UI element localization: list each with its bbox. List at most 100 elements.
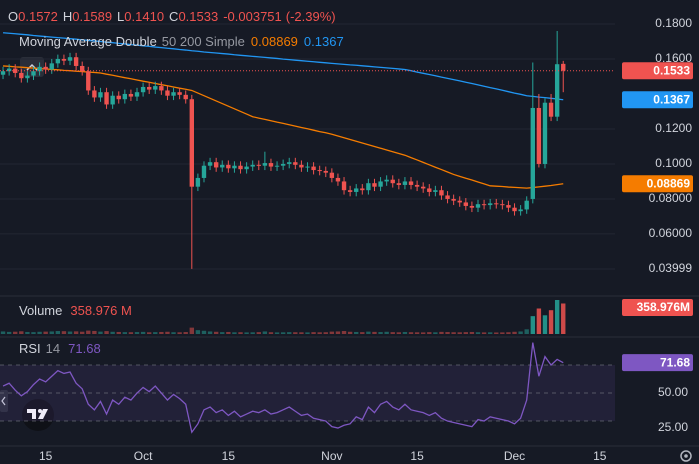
candle-body bbox=[86, 71, 91, 91]
volume-bar bbox=[6, 331, 12, 334]
rsi-legend: RSI 14 71.68 bbox=[19, 341, 101, 356]
collapse-button-bg[interactable] bbox=[20, 57, 44, 77]
side-tab[interactable] bbox=[0, 390, 8, 412]
volume-bar bbox=[414, 332, 420, 334]
ohlc-value: 0.1589 bbox=[72, 9, 112, 24]
candle-body bbox=[390, 179, 395, 184]
candle-body bbox=[116, 95, 121, 100]
candle-body bbox=[6, 68, 12, 72]
volume-bar bbox=[500, 332, 505, 334]
candle-body bbox=[171, 92, 176, 96]
y-tick-label: 0.06000 bbox=[649, 226, 693, 240]
volume-value-label-bg bbox=[622, 298, 693, 316]
x-tick-label: Nov bbox=[321, 449, 342, 463]
volume-bar bbox=[469, 331, 475, 334]
candle-body bbox=[475, 204, 481, 208]
candle-body bbox=[195, 177, 201, 187]
candle-body bbox=[55, 58, 61, 64]
candle-body bbox=[250, 164, 255, 167]
y-tick-label: 0.1200 bbox=[655, 121, 692, 135]
candle-body bbox=[548, 102, 554, 117]
volume-bar bbox=[287, 332, 292, 334]
candle-body bbox=[378, 181, 383, 187]
logo-shape[interactable] bbox=[27, 409, 36, 419]
candle-body bbox=[384, 179, 389, 182]
indicator-params: 50 200 Simple bbox=[162, 34, 245, 49]
volume-bar bbox=[104, 331, 109, 334]
volume-bar bbox=[311, 332, 316, 334]
candle-body bbox=[500, 204, 505, 206]
settings-icon-center[interactable] bbox=[684, 454, 688, 458]
ohlc-key: L bbox=[117, 9, 124, 24]
volume-bar bbox=[177, 332, 182, 334]
volume-bar bbox=[213, 331, 219, 334]
settings-icon[interactable] bbox=[680, 450, 692, 462]
volume-bar bbox=[305, 332, 310, 334]
candle-body bbox=[104, 92, 109, 105]
y-tick-label: 0.1800 bbox=[655, 16, 692, 30]
volume-bar bbox=[329, 331, 335, 334]
candle-body bbox=[159, 86, 164, 91]
volume-bar bbox=[153, 332, 158, 334]
logo-dot[interactable] bbox=[38, 409, 42, 413]
candle-body bbox=[177, 92, 182, 95]
candle-body bbox=[421, 186, 426, 189]
volume-bar bbox=[360, 332, 365, 334]
volume-bar bbox=[86, 330, 91, 334]
volume-bar bbox=[530, 316, 535, 334]
volume-bar bbox=[439, 331, 444, 334]
side-tab-bg[interactable] bbox=[0, 390, 8, 412]
volume-bar bbox=[146, 332, 152, 334]
settings-button[interactable] bbox=[680, 450, 692, 462]
volume-bar bbox=[554, 300, 560, 334]
volume-bar bbox=[55, 331, 61, 334]
volume-bar bbox=[542, 315, 548, 334]
volume-bar bbox=[262, 331, 268, 334]
rsi-tick-label: 50.00 bbox=[658, 385, 688, 399]
volume-bar bbox=[159, 331, 164, 334]
volume-bar bbox=[427, 332, 432, 334]
candle-body bbox=[518, 209, 523, 212]
volume-bar bbox=[341, 331, 347, 334]
volume-bar bbox=[451, 332, 456, 334]
logo[interactable] bbox=[22, 399, 54, 431]
volume-bar bbox=[494, 332, 499, 334]
indicator-value: 0.1367 bbox=[304, 34, 344, 49]
volume-title: Volume bbox=[19, 303, 62, 318]
volume-bar bbox=[226, 331, 231, 334]
ohlc-value: 0.1533 bbox=[178, 9, 218, 24]
candle-body bbox=[153, 86, 158, 90]
volume-value: 358.976 M bbox=[70, 303, 131, 318]
candle-body bbox=[67, 57, 73, 61]
volume-bar bbox=[183, 332, 188, 334]
candle-body bbox=[207, 162, 213, 166]
change-value: -0.003751 bbox=[223, 9, 282, 24]
volume-bar bbox=[140, 331, 146, 334]
moving-average-value-label: 0.08869 bbox=[647, 176, 691, 190]
candle-body bbox=[280, 163, 286, 166]
indicator-title: Moving Average Double bbox=[19, 34, 157, 49]
candle-body bbox=[354, 188, 359, 192]
candle-body bbox=[274, 165, 280, 167]
volume-bar bbox=[80, 331, 85, 334]
volume-bar bbox=[433, 332, 438, 334]
side-tab-icon[interactable] bbox=[1, 396, 6, 406]
candle-body bbox=[268, 163, 274, 167]
change-percent: (-2.39%) bbox=[286, 9, 336, 24]
candle-body bbox=[256, 164, 261, 166]
volume-bar bbox=[396, 332, 402, 334]
candle-body bbox=[366, 183, 371, 191]
volume-bar bbox=[268, 332, 274, 334]
candle-body bbox=[512, 207, 517, 212]
volume-value-label: 358.976M bbox=[637, 300, 690, 314]
candle-body bbox=[31, 71, 36, 76]
last-price-label-bg bbox=[622, 62, 693, 80]
candle-body bbox=[463, 202, 469, 206]
candle-body bbox=[92, 90, 97, 98]
candle-body bbox=[311, 166, 316, 171]
logo-bg[interactable] bbox=[22, 399, 54, 431]
volume-bar bbox=[165, 331, 170, 334]
logo-shape[interactable] bbox=[38, 409, 48, 419]
volume-bar bbox=[561, 303, 566, 334]
volume-bar bbox=[518, 331, 523, 334]
